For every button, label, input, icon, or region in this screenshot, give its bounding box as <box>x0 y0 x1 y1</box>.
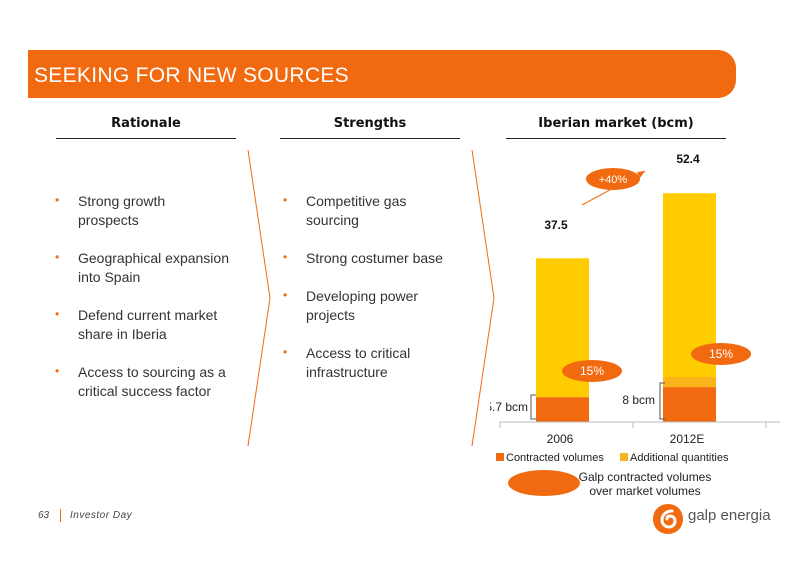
total-label: 37.5 <box>544 218 568 232</box>
growth-label: +40% <box>599 174 628 186</box>
x-tick-label: 2006 <box>547 432 574 446</box>
rationale-rule <box>56 138 236 139</box>
list-item: • Strong growth prospects <box>52 192 252 230</box>
title-bar <box>28 50 736 98</box>
list-item-text: Defend current market <box>78 307 218 323</box>
share-badge <box>691 343 751 365</box>
share-legend-text: over market volumes <box>589 484 700 498</box>
chevron-divider-2 <box>471 149 495 447</box>
share-badge <box>562 360 622 382</box>
rationale-list: • Strong growth prospects • Geographical ex… <box>52 192 252 420</box>
bullet-icon: • <box>55 193 60 207</box>
list-item: • Competitive gas sourcing <box>280 192 480 230</box>
share-legend-text: Galp contracted volumes <box>579 470 712 484</box>
total-label: 52.4 <box>676 152 700 166</box>
share-label: 15% <box>709 347 733 361</box>
list-item-text: prospects <box>78 212 139 228</box>
chevron-right-icon <box>247 149 271 447</box>
page-title: SEEKING FOR NEW SOURCES <box>34 64 349 87</box>
footer-divider <box>60 509 61 522</box>
strengths-rule <box>280 138 460 139</box>
list-item: • Geographical expansion into Spain <box>52 249 252 287</box>
legend-label: Contracted volumes <box>506 452 604 464</box>
list-item: • Access to critical infrastructure <box>280 344 480 382</box>
strengths-list: • Competitive gas sourcing • Strong costume… <box>280 192 480 401</box>
bullet-icon: • <box>55 250 60 264</box>
list-item-text: infrastructure <box>306 364 388 380</box>
list-item: • Access to sourcing as a critical success… <box>52 363 252 401</box>
rationale-heading: Rationale <box>111 116 181 131</box>
list-item: • Developing power projects <box>280 287 480 325</box>
list-item: • Defend current market share in Iberia <box>52 306 252 344</box>
chart-title: Iberian market (bcm) <box>538 116 694 131</box>
list-item-text: into Spain <box>78 269 141 285</box>
bar-contracted-volumes-2006 <box>536 397 589 422</box>
bracket-marker <box>659 382 665 420</box>
list-item-text: Access to sourcing as a <box>78 364 226 380</box>
arrow-head-icon <box>637 171 645 178</box>
strengths-heading: Strengths <box>333 116 407 131</box>
page-number: 63 <box>38 510 50 521</box>
galp-logo-icon <box>653 504 683 534</box>
footer-text: Investor Day <box>70 510 133 521</box>
contracted-label: 5.7 bcm <box>490 400 528 414</box>
legend-swatch-additional <box>620 453 628 461</box>
list-item-text: Developing power <box>306 288 419 304</box>
list-item-text: Geographical expansion <box>78 250 229 266</box>
share-label: 15% <box>580 364 604 378</box>
legend-swatch-contracted <box>496 453 504 461</box>
iberian-market-chart: 2006 2012E 37.5 52.4 +40% 15% 15% 5.7 bc… <box>490 152 780 498</box>
list-item-text: Competitive gas <box>306 193 407 209</box>
bullet-icon: • <box>283 345 288 359</box>
list-item-text: sourcing <box>306 212 359 228</box>
list-item-text: Strong growth <box>78 193 166 209</box>
growth-badge <box>586 168 640 190</box>
bullet-icon: • <box>283 250 288 264</box>
chevron-right-icon <box>471 149 495 447</box>
list-item-text: share in Iberia <box>78 326 167 342</box>
legend-label: Additional quantities <box>630 452 729 464</box>
x-tick-label: 2012E <box>670 432 705 446</box>
bullet-icon: • <box>283 193 288 207</box>
bar-share-band-2012E <box>663 377 716 388</box>
bullet-icon: • <box>55 307 60 321</box>
list-item-text: critical success factor <box>78 383 212 399</box>
chevron-divider-1 <box>247 149 271 447</box>
contracted-label: 8 bcm <box>622 393 655 407</box>
logo-text: galp energia <box>688 507 771 524</box>
bracket-marker <box>530 394 536 420</box>
list-item-text: Access to critical <box>306 345 411 361</box>
chart-title-rule <box>506 138 726 139</box>
list-item-text: Strong costumer base <box>306 250 443 266</box>
bullet-icon: • <box>55 364 60 378</box>
share-legend-badge <box>508 470 580 496</box>
bar-contracted-volumes-2012E <box>663 387 716 422</box>
list-item-text: projects <box>306 307 356 323</box>
bullet-icon: • <box>283 288 288 302</box>
list-item: • Strong costumer base <box>280 249 480 268</box>
